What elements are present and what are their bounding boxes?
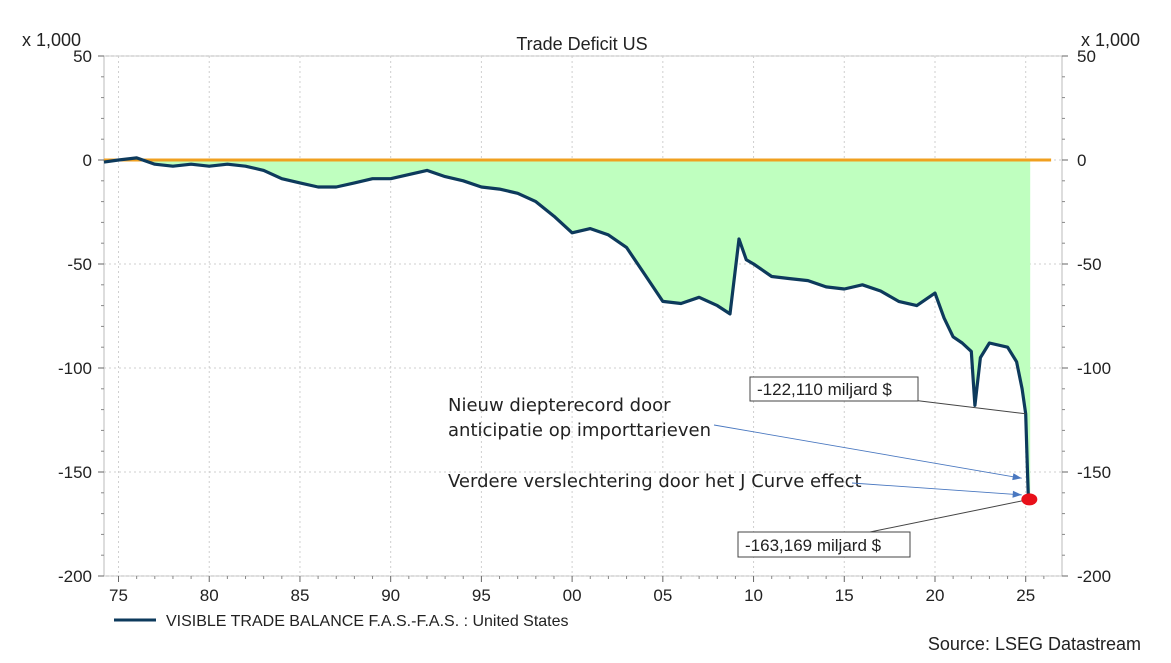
x-tick-label: 75 xyxy=(109,586,128,605)
y-tick-label-right: -100 xyxy=(1077,359,1111,378)
x-tick-label: 20 xyxy=(926,586,945,605)
x-tick-label: 85 xyxy=(290,586,309,605)
label-box-163 xyxy=(737,531,911,558)
x-tick-label: 05 xyxy=(653,586,672,605)
label-163: -163,169 miljard $ xyxy=(745,536,882,555)
y-tick-label-right: -200 xyxy=(1077,567,1111,586)
end-point-marker xyxy=(1021,493,1038,506)
arrow-jcurve xyxy=(851,482,1022,496)
arrow-record xyxy=(713,424,1022,479)
x-tick-label: 10 xyxy=(744,586,763,605)
chart-title: Trade Deficit US xyxy=(516,34,647,54)
y-tick-label-right: 50 xyxy=(1077,47,1096,66)
annotation-record-line1: Nieuw diepterecord door xyxy=(448,395,671,416)
deficit-area-fill xyxy=(104,157,1031,499)
plot-area xyxy=(103,55,1063,577)
x-tick-label: 00 xyxy=(563,586,582,605)
x-tick-label: 90 xyxy=(381,586,400,605)
y-tick-label-left: 0 xyxy=(83,151,92,170)
vertical-gridlines xyxy=(118,56,1027,576)
y-tick-label-left: -150 xyxy=(58,463,92,482)
y-tick-label-left: -200 xyxy=(58,567,92,586)
y-tick-label-right: -50 xyxy=(1077,255,1102,274)
y-tick-label-left: -50 xyxy=(67,255,92,274)
arrow-record-head xyxy=(1012,473,1022,481)
x-tick-label: 25 xyxy=(1016,586,1035,605)
annotation-jcurve: Verdere verslechtering door het J Curve … xyxy=(448,471,862,492)
y-tick-label-right: -150 xyxy=(1077,463,1111,482)
source-label: Source: LSEG Datastream xyxy=(928,634,1141,654)
x-tick-label: 80 xyxy=(200,586,219,605)
left-multiplier: x 1,000 xyxy=(22,30,81,50)
label-122: -122,110 miljard $ xyxy=(757,380,892,399)
legend-label: VISIBLE TRADE BALANCE F.A.S.-F.A.S. : Un… xyxy=(166,613,569,630)
y-axis-left: 50 0 -50 -100 -150 -200 xyxy=(58,47,104,586)
y-tick-label-left: -100 xyxy=(58,359,92,378)
right-multiplier: x 1,000 xyxy=(1081,30,1140,50)
y-axis-right: 50 0 -50 -100 -150 -200 xyxy=(1062,47,1111,586)
leader-line-122 xyxy=(911,399,1026,415)
leader-line-163 xyxy=(869,498,1030,533)
label-box-122 xyxy=(749,376,919,402)
x-axis: 75 80 85 90 95 00 05 10 15 20 25 xyxy=(109,576,1045,605)
annotation-record-line2: anticipatie op importtarieven xyxy=(448,420,711,441)
x-tick-label: 95 xyxy=(472,586,491,605)
trade-balance-line xyxy=(103,156,1031,501)
y-tick-label-right: 0 xyxy=(1077,151,1086,170)
annotations: -122,110 miljard $ -163,169 miljard $ Ni… xyxy=(448,376,1030,558)
y-tick-label-left: 50 xyxy=(73,47,92,66)
x-tick-label: 15 xyxy=(835,586,854,605)
arrow-jcurve-head xyxy=(1012,490,1022,498)
